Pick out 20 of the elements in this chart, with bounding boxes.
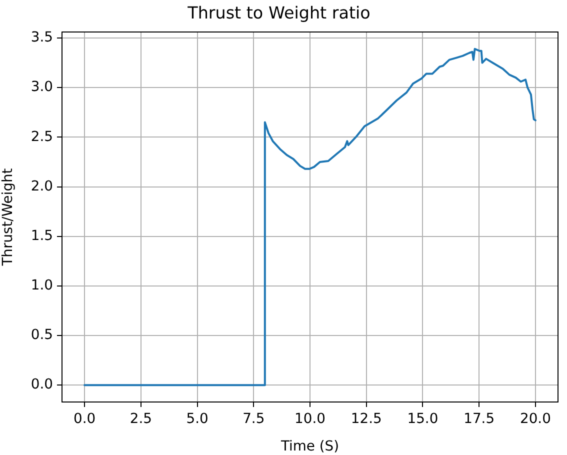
y-tick-label: 1.0	[30, 278, 53, 294]
x-tick-label: 10.0	[294, 410, 326, 427]
y-tick-label: 0.5	[30, 327, 53, 344]
x-tick-label: 7.5	[242, 410, 265, 427]
y-tick-label: 1.5	[30, 228, 53, 244]
y-axis-title: Thrust/Weight	[0, 168, 16, 267]
x-tick-label: 2.5	[130, 410, 152, 427]
y-tick-label: 3.5	[30, 30, 53, 46]
x-axis-title: Time (S)	[280, 438, 340, 454]
y-tick-label: 2.0	[30, 178, 53, 194]
x-tick-label: 15.0	[407, 410, 438, 427]
y-tick-label: 2.5	[30, 128, 53, 145]
y-tick-label: 3.0	[30, 79, 53, 96]
x-tick-label: 17.5	[464, 410, 495, 427]
y-tick-label: 0.0	[30, 376, 53, 393]
x-tick-label: 0.0	[74, 410, 96, 427]
x-tick-label: 5.0	[186, 410, 208, 427]
x-tick-label: 12.5	[350, 410, 382, 427]
x-tick-label: 20.0	[520, 410, 551, 427]
chart-title: Thrust to Weight ratio	[186, 2, 370, 22]
